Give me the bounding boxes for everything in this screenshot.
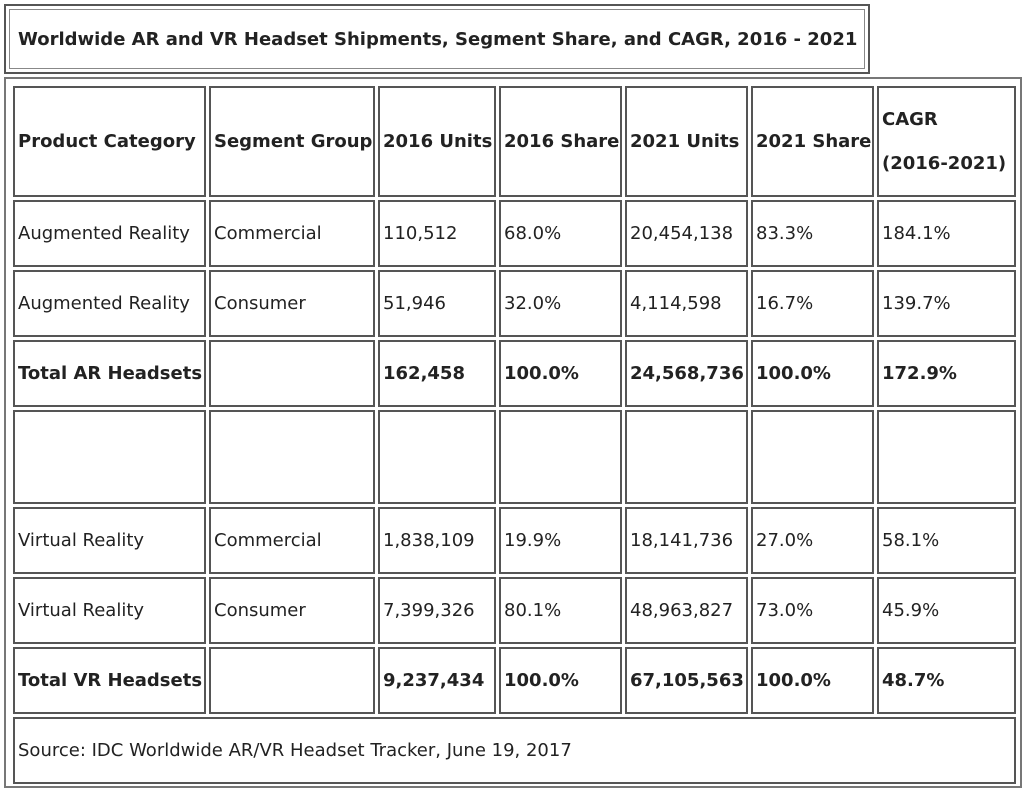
cell-product-category: Virtual Reality <box>13 577 206 644</box>
cell-2021-share: 16.7% <box>751 270 874 337</box>
cell-2021-units: 48,963,827 <box>625 577 748 644</box>
cell-2021-units: 24,568,736 <box>625 340 748 407</box>
cell-segment-group: Commercial <box>209 507 375 574</box>
cell-product-category: Virtual Reality <box>13 507 206 574</box>
cell-2016-units: 7,399,326 <box>378 577 496 644</box>
data-table: Product Category Segment Group 2016 Unit… <box>10 83 1019 787</box>
column-header: 2021 Share <box>751 86 874 197</box>
cell-cagr: 184.1% <box>877 200 1016 267</box>
column-header: Product Category <box>13 86 206 197</box>
table-row: Virtual Reality Consumer 7,399,326 80.1% 48,… <box>13 577 1016 644</box>
cell-2021-units: 67,105,563 <box>625 647 748 714</box>
cell-2021-share: 27.0% <box>751 507 874 574</box>
cell-product-category: Total AR Headsets <box>13 340 206 407</box>
spacer-row <box>13 410 1016 504</box>
cell-2021-share: 100.0% <box>751 340 874 407</box>
cell-2021-share: 100.0% <box>751 647 874 714</box>
table-row: Augmented Reality Consumer 51,946 32.0% 4,11… <box>13 270 1016 337</box>
cell-cagr: 139.7% <box>877 270 1016 337</box>
cell-2021-share: 83.3% <box>751 200 874 267</box>
table-body: Augmented Reality Commercial 110,512 68.0% 2… <box>13 200 1016 714</box>
cell-2021-share <box>751 410 874 504</box>
column-header: 2016 Units <box>378 86 496 197</box>
cell-product-category: Total VR Headsets <box>13 647 206 714</box>
cell-2016-share: 68.0% <box>499 200 622 267</box>
cell-2016-units: 110,512 <box>378 200 496 267</box>
cell-2016-share: 19.9% <box>499 507 622 574</box>
column-header: 2016 Share <box>499 86 622 197</box>
cagr-header-line1: CAGR <box>882 108 938 130</box>
cell-2016-units: 9,237,434 <box>378 647 496 714</box>
table-row: Virtual Reality Commercial 1,838,109 19.9% 1… <box>13 507 1016 574</box>
cell-segment-group <box>209 410 375 504</box>
table-title: Worldwide AR and VR Headset Shipments, S… <box>9 9 865 69</box>
cell-product-category: Augmented Reality <box>13 200 206 267</box>
header-row: Product Category Segment Group 2016 Unit… <box>13 86 1016 197</box>
cell-2021-units: 18,141,736 <box>625 507 748 574</box>
cell-cagr: 45.9% <box>877 577 1016 644</box>
cagr-header-line2: (2016-2021) <box>882 152 1007 174</box>
cell-2021-units: 4,114,598 <box>625 270 748 337</box>
cell-cagr: 172.9% <box>877 340 1016 407</box>
cell-2016-share: 100.0% <box>499 340 622 407</box>
cell-segment-group <box>209 647 375 714</box>
cell-segment-group: Commercial <box>209 200 375 267</box>
table-row: Augmented Reality Commercial 110,512 68.0% 2… <box>13 200 1016 267</box>
total-row: Total AR Headsets 162,458 100.0% 24,568,736… <box>13 340 1016 407</box>
cell-2016-units <box>378 410 496 504</box>
cell-2021-share: 73.0% <box>751 577 874 644</box>
cell-2016-share: 32.0% <box>499 270 622 337</box>
cell-2016-units: 1,838,109 <box>378 507 496 574</box>
cell-cagr <box>877 410 1016 504</box>
column-header: Segment Group <box>209 86 375 197</box>
title-frame: Worldwide AR and VR Headset Shipments, S… <box>4 4 870 74</box>
data-table-frame: Product Category Segment Group 2016 Unit… <box>4 77 1022 788</box>
cell-cagr: 58.1% <box>877 507 1016 574</box>
cell-2016-share: 80.1% <box>499 577 622 644</box>
cell-2016-units: 162,458 <box>378 340 496 407</box>
cell-cagr: 48.7% <box>877 647 1016 714</box>
column-header: 2021 Units <box>625 86 748 197</box>
source-row: Source: IDC Worldwide AR/VR Headset Trac… <box>13 717 1016 784</box>
cell-2016-share <box>499 410 622 504</box>
cell-product-category <box>13 410 206 504</box>
cell-segment-group <box>209 340 375 407</box>
cell-segment-group: Consumer <box>209 577 375 644</box>
cell-2021-units: 20,454,138 <box>625 200 748 267</box>
total-row: Total VR Headsets 9,237,434 100.0% 67,105,5… <box>13 647 1016 714</box>
column-header-cagr: CAGR (2016-2021) <box>877 86 1016 197</box>
cell-2016-units: 51,946 <box>378 270 496 337</box>
cell-segment-group: Consumer <box>209 270 375 337</box>
cell-product-category: Augmented Reality <box>13 270 206 337</box>
source-note: Source: IDC Worldwide AR/VR Headset Trac… <box>13 717 1016 784</box>
cell-2021-units <box>625 410 748 504</box>
cell-2016-share: 100.0% <box>499 647 622 714</box>
